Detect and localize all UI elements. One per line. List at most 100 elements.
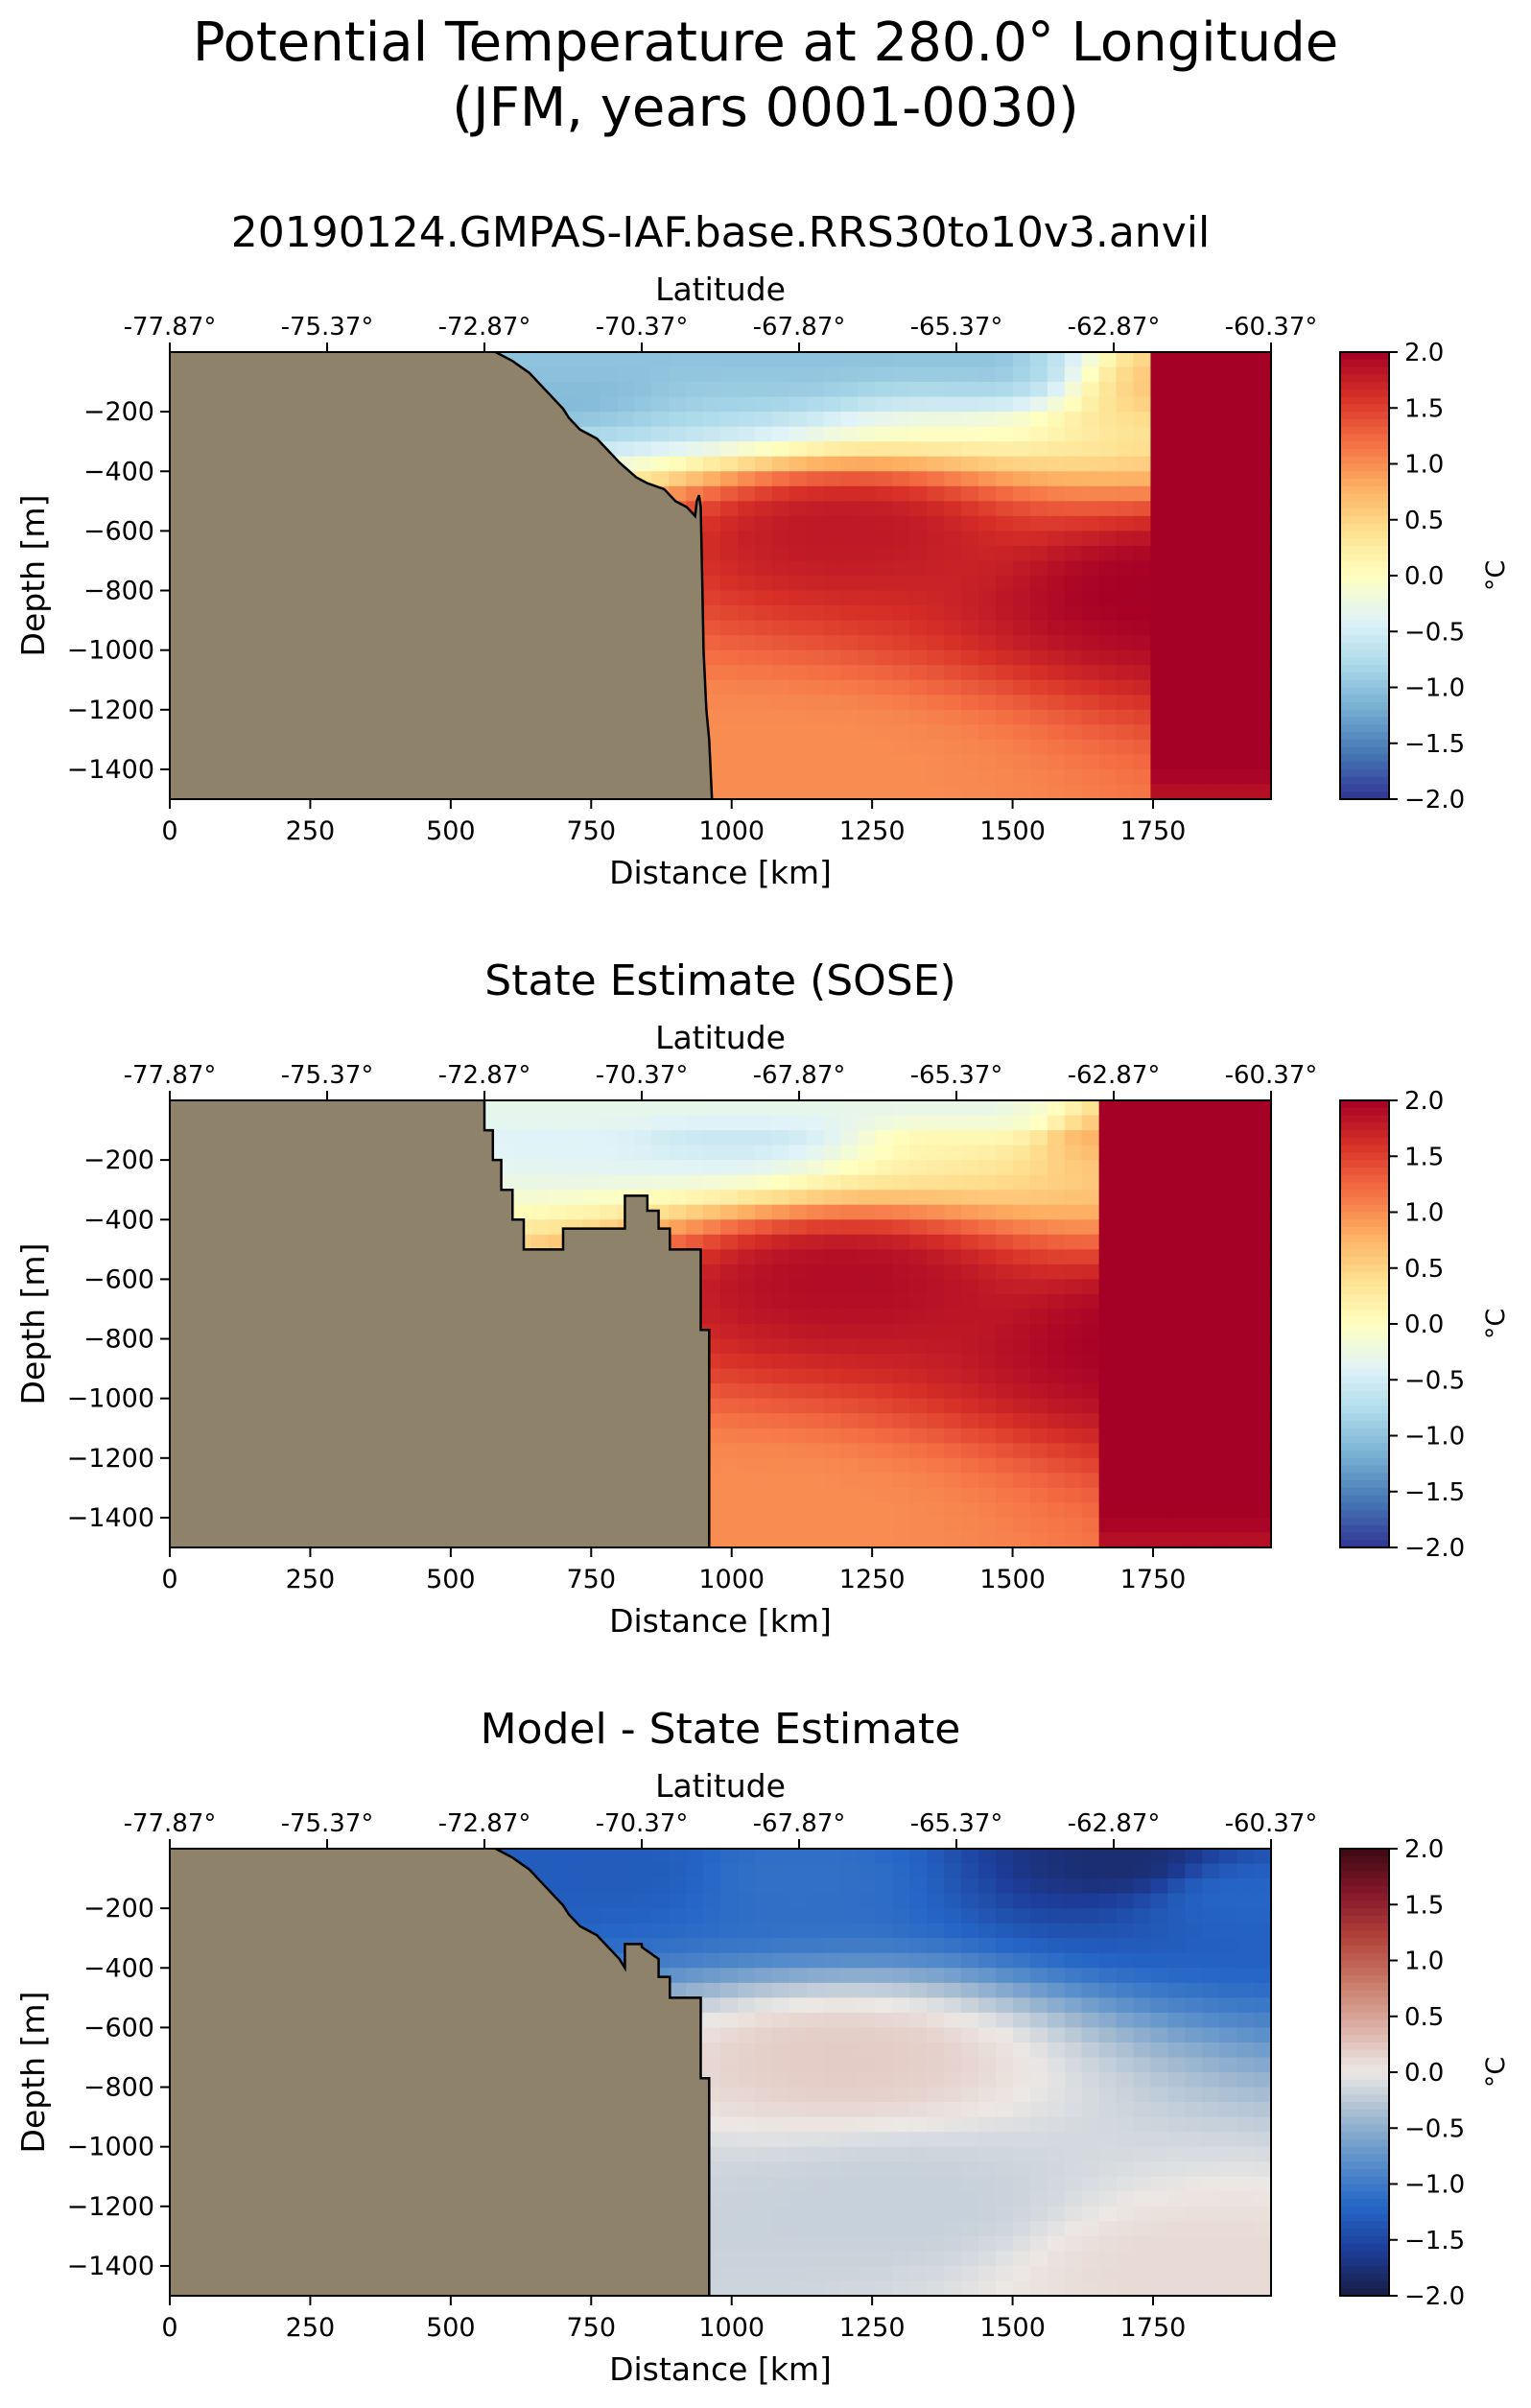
heatmap-cell (565, 1863, 584, 1879)
colorbar-segment (1340, 396, 1389, 405)
heatmap-cell (1012, 709, 1031, 725)
heatmap-cell (944, 456, 962, 472)
heatmap-cell (823, 620, 842, 636)
heatmap-cell (909, 1338, 928, 1355)
heatmap-cell (1237, 1145, 1255, 1161)
heatmap-cell (858, 1263, 877, 1280)
heatmap-cell (961, 1383, 979, 1400)
heatmap-cell (703, 590, 721, 606)
heatmap-cell (1029, 1457, 1048, 1474)
colorbar-segment (1340, 1487, 1389, 1497)
heatmap-cell (496, 1100, 515, 1117)
heatmap-cell (961, 382, 979, 398)
heatmap-cell (840, 1324, 860, 1340)
heatmap-cell (806, 1293, 825, 1310)
heatmap-cell (789, 515, 808, 531)
heatmap-cell (1150, 1532, 1168, 1547)
heatmap-cell (858, 1100, 877, 1117)
heatmap-cell (669, 1204, 687, 1220)
heatmap-cell (1219, 412, 1237, 428)
heatmap-cell (1098, 426, 1118, 442)
heatmap-cell (978, 1279, 997, 1295)
heatmap-cell (737, 635, 756, 651)
heatmap-cell (1047, 1204, 1066, 1220)
heatmap-cell (1098, 1413, 1118, 1429)
heatmap-cell (1167, 1263, 1186, 1280)
heatmap-cell (1254, 739, 1271, 755)
heatmap-cell (634, 1878, 652, 1895)
heatmap-cell (1254, 1263, 1271, 1280)
heatmap-cell (1202, 485, 1220, 502)
heatmap-cell (996, 1457, 1014, 1474)
figure-title-line2: (JFM, years 0001-0030) (452, 77, 1079, 139)
heatmap-cell (669, 1923, 687, 1939)
y-tick-label: −1000 (67, 1384, 154, 1414)
heatmap-cell (1167, 441, 1186, 458)
heatmap-cell (1237, 382, 1255, 398)
heatmap-cell (892, 501, 910, 517)
heatmap-cell (754, 1293, 773, 1310)
y-tick-label: −200 (83, 1145, 154, 1175)
heatmap-cell (1150, 1174, 1168, 1191)
heatmap-cell (909, 649, 928, 666)
heatmap-cell (806, 1368, 825, 1384)
heatmap-cell (771, 1443, 790, 1459)
heatmap-cell (806, 560, 825, 577)
heatmap-cell (1012, 456, 1031, 472)
heatmap-cell (823, 784, 842, 799)
heatmap-cell (771, 1174, 790, 1191)
heatmap-cell (703, 605, 721, 622)
heatmap-cell (1237, 1428, 1255, 1444)
x-tick-label: 1250 (839, 1565, 906, 1594)
heatmap-cell (823, 695, 842, 711)
heatmap-cell (806, 590, 825, 606)
heatmap-cell (1116, 515, 1135, 531)
heatmap-cell (1219, 382, 1237, 398)
heatmap-cell (840, 665, 860, 681)
heatmap-cell (737, 605, 756, 622)
heatmap-cell (789, 1532, 808, 1547)
heatmap-cell (909, 1219, 928, 1236)
heatmap-cell (1081, 590, 1100, 606)
heatmap-cell (1237, 1263, 1255, 1280)
heatmap-cell (720, 366, 739, 383)
heatmap-cell (737, 1354, 756, 1370)
colorbar-tick-label: 2.0 (1404, 339, 1444, 367)
heatmap-cell (771, 1190, 790, 1206)
heatmap-cell (754, 724, 773, 741)
heatmap-cell (927, 441, 945, 458)
heatmap-cell (1219, 1354, 1237, 1370)
heatmap-cell (1064, 1130, 1083, 1146)
heatmap-cell (1098, 1309, 1118, 1325)
heatmap-cell (927, 1174, 945, 1191)
heatmap-cell (513, 1145, 532, 1161)
heatmap-cell (1064, 1293, 1083, 1310)
heatmap-cell (1237, 754, 1255, 770)
heatmap-cell (892, 1428, 910, 1444)
x-axis-label: Distance [km] (609, 854, 832, 891)
heatmap-cell (996, 1368, 1014, 1384)
heatmap-cell (1029, 515, 1048, 531)
heatmap-cell (892, 1502, 910, 1519)
heatmap-cell (1167, 1338, 1186, 1355)
heatmap-cell (617, 352, 635, 368)
heatmap-cell (996, 724, 1014, 741)
heatmap-cell (961, 1487, 979, 1503)
heatmap-cell (1081, 1502, 1100, 1519)
heatmap-cell (909, 396, 928, 413)
top-tick-label: -67.87° (753, 1061, 846, 1090)
heatmap-cell (771, 1100, 790, 1117)
heatmap-cell (978, 545, 997, 562)
heatmap-cell (686, 1204, 704, 1220)
heatmap-cell (978, 1502, 997, 1519)
heatmap-cell (978, 1383, 997, 1400)
heatmap-cell (1185, 1383, 1203, 1400)
heatmap-cell (823, 635, 842, 651)
heatmap-cell (1167, 1443, 1186, 1459)
heatmap-cell (1185, 501, 1203, 517)
heatmap-cell (1029, 709, 1048, 725)
heatmap-cell (530, 1130, 550, 1146)
heatmap-cell (996, 620, 1014, 636)
heatmap-cell (1047, 665, 1066, 681)
heatmap-cell (686, 1130, 704, 1146)
